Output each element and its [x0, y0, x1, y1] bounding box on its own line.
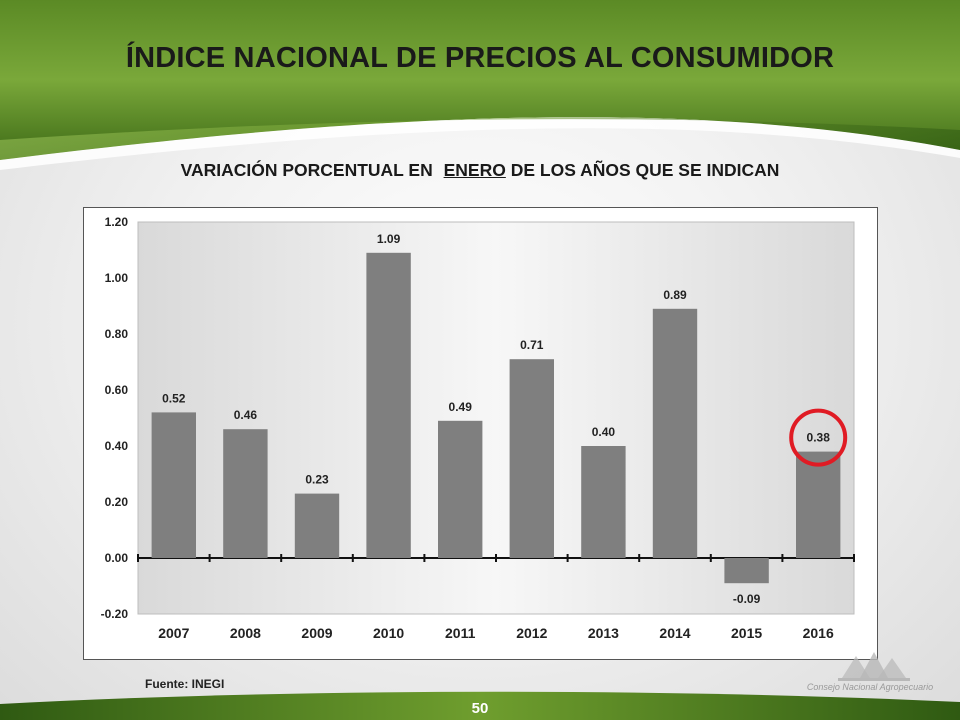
x-tick-label: 2009	[301, 625, 332, 641]
subtitle-prefix: VARIACIÓN PORCENTUAL EN	[180, 160, 433, 180]
chart-subtitle: VARIACIÓN PORCENTUAL EN ENERO DE LOS AÑO…	[0, 160, 960, 181]
bar-value-label: 0.49	[449, 400, 473, 414]
y-tick-label: -0.20	[101, 607, 129, 621]
logo-icon	[838, 652, 910, 681]
y-tick-label: 0.60	[105, 383, 129, 397]
x-tick-label: 2015	[731, 625, 762, 641]
bar-chart: 1.20 1.00 0.80 0.60 0.40 0.20 0.00 -0.20 0.52 20…	[101, 215, 855, 641]
subtitle-suffix: DE LOS AÑOS QUE SE INDICAN	[510, 160, 780, 180]
bar-2007	[151, 412, 196, 558]
y-tick-label: 0.40	[105, 439, 129, 453]
slide-title: ÍNDICE NACIONAL DE PRECIOS AL CONSUMIDOR	[125, 42, 835, 74]
x-tick-label: 2012	[516, 625, 547, 641]
header-band	[0, 0, 960, 170]
bar-2013	[581, 446, 626, 558]
y-tick-label: 0.00	[105, 551, 129, 565]
bar-2009	[294, 493, 340, 558]
x-tick-label: 2008	[230, 625, 261, 641]
bar-value-label: 1.09	[377, 232, 401, 246]
bar-2015	[724, 558, 769, 584]
bar-2012	[509, 359, 554, 558]
bar-value-label: 0.38	[807, 431, 831, 445]
subtitle-emphasis: ENERO	[443, 160, 506, 180]
logo-text: Consejo Nacional Agropecuario	[806, 682, 934, 692]
bar-value-label: 0.89	[663, 288, 687, 302]
x-tick-label: 2011	[445, 625, 476, 641]
bar-2010	[366, 252, 411, 559]
highlight-circle	[789, 408, 848, 467]
bar-value-label: 0.46	[234, 408, 258, 422]
bar-value-label: 0.23	[305, 473, 329, 487]
bar-2016	[796, 451, 841, 558]
chart-frame: 1.20 1.00 0.80 0.60 0.40 0.20 0.00 -0.20 0.52 20…	[83, 207, 878, 660]
y-tick-label: 0.20	[105, 495, 129, 509]
bar-value-label: 0.52	[162, 391, 186, 405]
x-tick-label: 2016	[803, 625, 834, 641]
y-tick-label: 1.00	[105, 271, 129, 285]
bar-2011	[438, 420, 483, 558]
bar-value-label: -0.09	[733, 592, 761, 606]
x-tick-label: 2007	[158, 625, 189, 641]
x-tick-label: 2010	[373, 625, 404, 641]
y-tick-label: 0.80	[105, 327, 129, 341]
bar-2014	[652, 308, 698, 558]
page-number: 50	[471, 700, 489, 717]
bar-2008	[223, 429, 268, 558]
x-tick-label: 2014	[659, 625, 690, 641]
bar-value-label: 0.40	[592, 425, 616, 439]
bar-value-label: 0.71	[520, 338, 544, 352]
y-tick-label: 1.20	[105, 215, 129, 229]
x-tick-label: 2013	[588, 625, 619, 641]
footer-band	[0, 691, 960, 720]
source-note: Fuente: INEGI	[145, 677, 225, 691]
